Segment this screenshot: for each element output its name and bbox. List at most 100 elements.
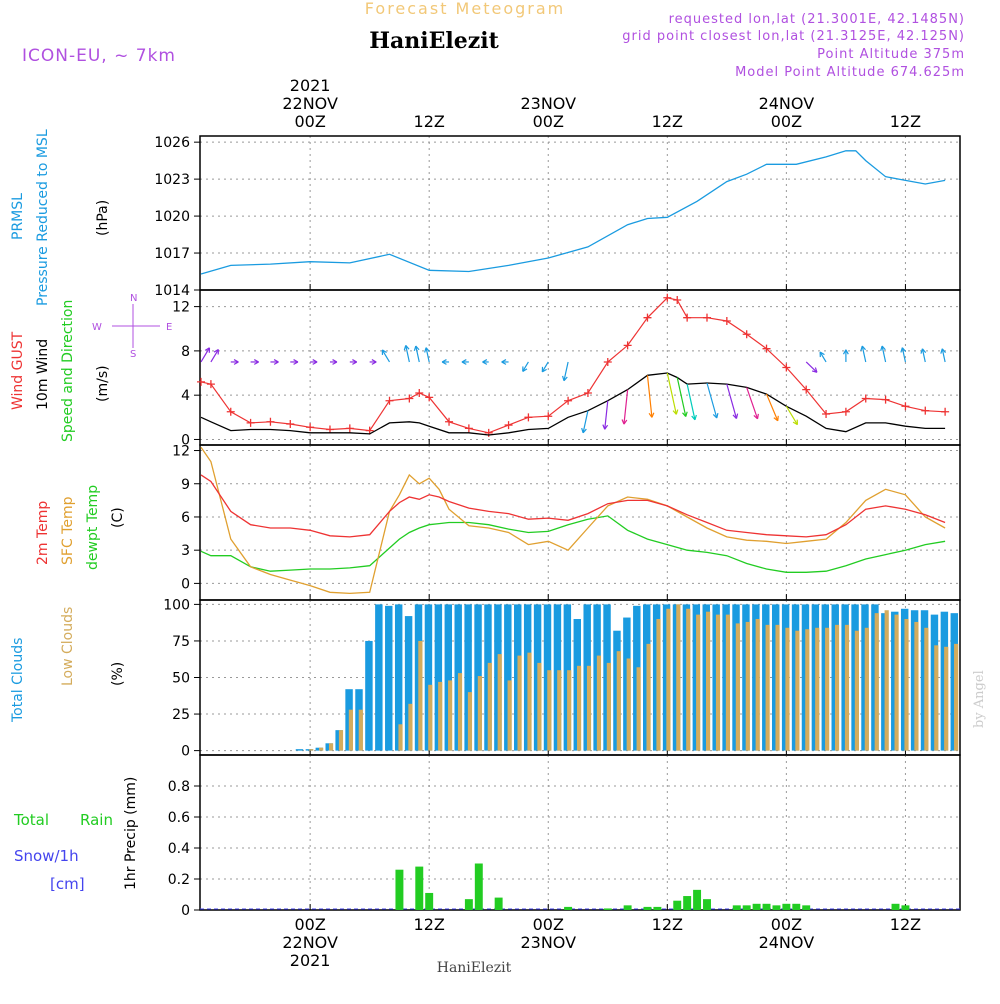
low-cloud-bar <box>428 684 433 751</box>
rain-bar <box>673 900 682 910</box>
wind-arrow-head <box>501 359 507 365</box>
low-cloud-bar <box>815 627 820 751</box>
wind-arrow-head <box>204 347 211 353</box>
wind-arrow-head <box>819 351 825 358</box>
rain-bar <box>742 905 751 910</box>
low-cloud-bar <box>706 611 711 751</box>
gust-marker <box>941 407 950 416</box>
y-tick-label: 8 <box>181 344 190 360</box>
gust-marker <box>504 421 513 430</box>
low-cloud-bar <box>457 673 463 751</box>
y-tick-label: 75 <box>172 634 190 650</box>
low-cloud-bar <box>557 670 562 751</box>
wind-direction-arrow <box>200 347 210 363</box>
y-tick-label: 1014 <box>154 283 190 299</box>
bottom-time-label: 2021 <box>290 951 331 970</box>
total-cloud-bar <box>434 604 443 751</box>
gust-marker <box>286 419 295 428</box>
wind-arrow-head <box>792 419 799 426</box>
low-cloud-bar <box>577 665 582 751</box>
y-tick-label: 0.8 <box>168 779 190 795</box>
top-time-label: 22NOV <box>282 94 338 113</box>
precip-label-total: Total <box>13 811 49 829</box>
total-cloud-bar <box>295 749 304 751</box>
low-cloud-bar <box>775 624 780 751</box>
low-cloud-bar <box>696 614 701 751</box>
precip-label-axis: 1hr Precip (mm) <box>123 777 139 890</box>
y-tick-label: 12 <box>172 444 190 460</box>
wind-direction-arrow <box>706 382 718 419</box>
rain-bar <box>494 897 503 910</box>
rain-bar <box>802 905 811 910</box>
low-cloud-bar <box>448 680 453 751</box>
wind-arrow-head <box>213 349 219 355</box>
rain-bar <box>891 903 900 910</box>
low-cloud-bar <box>338 730 344 751</box>
wind-arrow-head <box>273 359 279 365</box>
rain-bar <box>703 899 711 910</box>
wind-arrow-head <box>712 412 719 419</box>
low-cloud-bar <box>795 630 800 751</box>
top-time-label: 23NOV <box>520 94 576 113</box>
low-cloud-bar <box>686 608 691 751</box>
pressure-line <box>200 150 946 275</box>
wind-arrow-head <box>773 415 779 422</box>
location-title: HaniElezit <box>369 28 499 54</box>
y-tick-label: 1023 <box>154 172 190 188</box>
wind-labels: Wind GUST 10m Wind Speed and Direction (… <box>10 300 111 442</box>
top-time-label: 00Z <box>294 112 325 131</box>
temp-label-sfc: SFC Temp <box>60 496 76 565</box>
plot-area: 1014101710201023102604812036912025507510… <box>154 76 961 970</box>
wind-arrow-head <box>352 359 358 365</box>
low-cloud-bar <box>725 614 731 751</box>
gust-marker <box>226 407 235 416</box>
gust-marker <box>673 295 682 304</box>
wind-direction-arrow <box>726 383 738 419</box>
low-cloud-bar <box>596 655 602 751</box>
rain-bar <box>623 905 632 910</box>
gust-line <box>200 297 946 434</box>
panel-frame <box>199 754 961 911</box>
wind-direction-arrow <box>785 405 798 425</box>
wind-arrow-head <box>920 348 927 354</box>
low-cloud-bar <box>537 662 542 751</box>
low-cloud-bar <box>844 624 850 751</box>
cloud-label-unit: (%) <box>110 662 126 686</box>
wind-direction-arrow <box>381 349 391 363</box>
precip-label-snow: Snow/1h <box>14 847 79 865</box>
low-cloud-bar <box>884 610 889 751</box>
y-tick-label: 6 <box>181 510 190 526</box>
low-cloud-bar <box>408 703 413 751</box>
wind-direction-arrow <box>805 361 818 373</box>
low-cloud-bar <box>328 743 334 751</box>
low-cloud-bar <box>646 643 651 751</box>
y-tick-label: 0 <box>181 903 190 919</box>
panel-1: 1014 1017 1020 1023 1026 <box>154 135 961 299</box>
wind-arrow-head <box>880 345 886 351</box>
temp-label-unit: (C) <box>110 507 126 528</box>
wind-direction-arrow <box>582 410 589 433</box>
gust-marker <box>583 388 592 397</box>
low-cloud-bar <box>467 692 473 751</box>
wind-arrow-head <box>621 419 628 425</box>
temp-2m-line <box>200 474 946 538</box>
gust-marker <box>464 424 473 433</box>
gust-marker <box>524 413 533 422</box>
low-cloud-bar <box>894 614 899 751</box>
temp-labels: 2m Temp SFC Temp dewpt Temp (C) <box>35 485 126 570</box>
total-cloud-bar <box>444 604 453 751</box>
gust-marker <box>544 412 553 421</box>
low-cloud-bar <box>517 655 522 751</box>
y-tick-label: 0.4 <box>168 841 190 857</box>
low-cloud-bar <box>954 643 959 751</box>
rain-bar <box>395 869 404 910</box>
rain-bar <box>464 899 473 910</box>
bottom-time-label: 22NOV <box>282 933 338 952</box>
wind-direction-arrow <box>563 361 569 381</box>
rain-bar <box>901 905 910 910</box>
temp-label-dewpt: dewpt Temp <box>85 485 101 570</box>
total-cloud-bar <box>385 605 393 751</box>
chart-title: Forecast Meteogram <box>365 0 565 18</box>
y-tick-label: 1017 <box>154 246 190 262</box>
wind-label-speed-dir: Speed and Direction <box>60 300 76 442</box>
